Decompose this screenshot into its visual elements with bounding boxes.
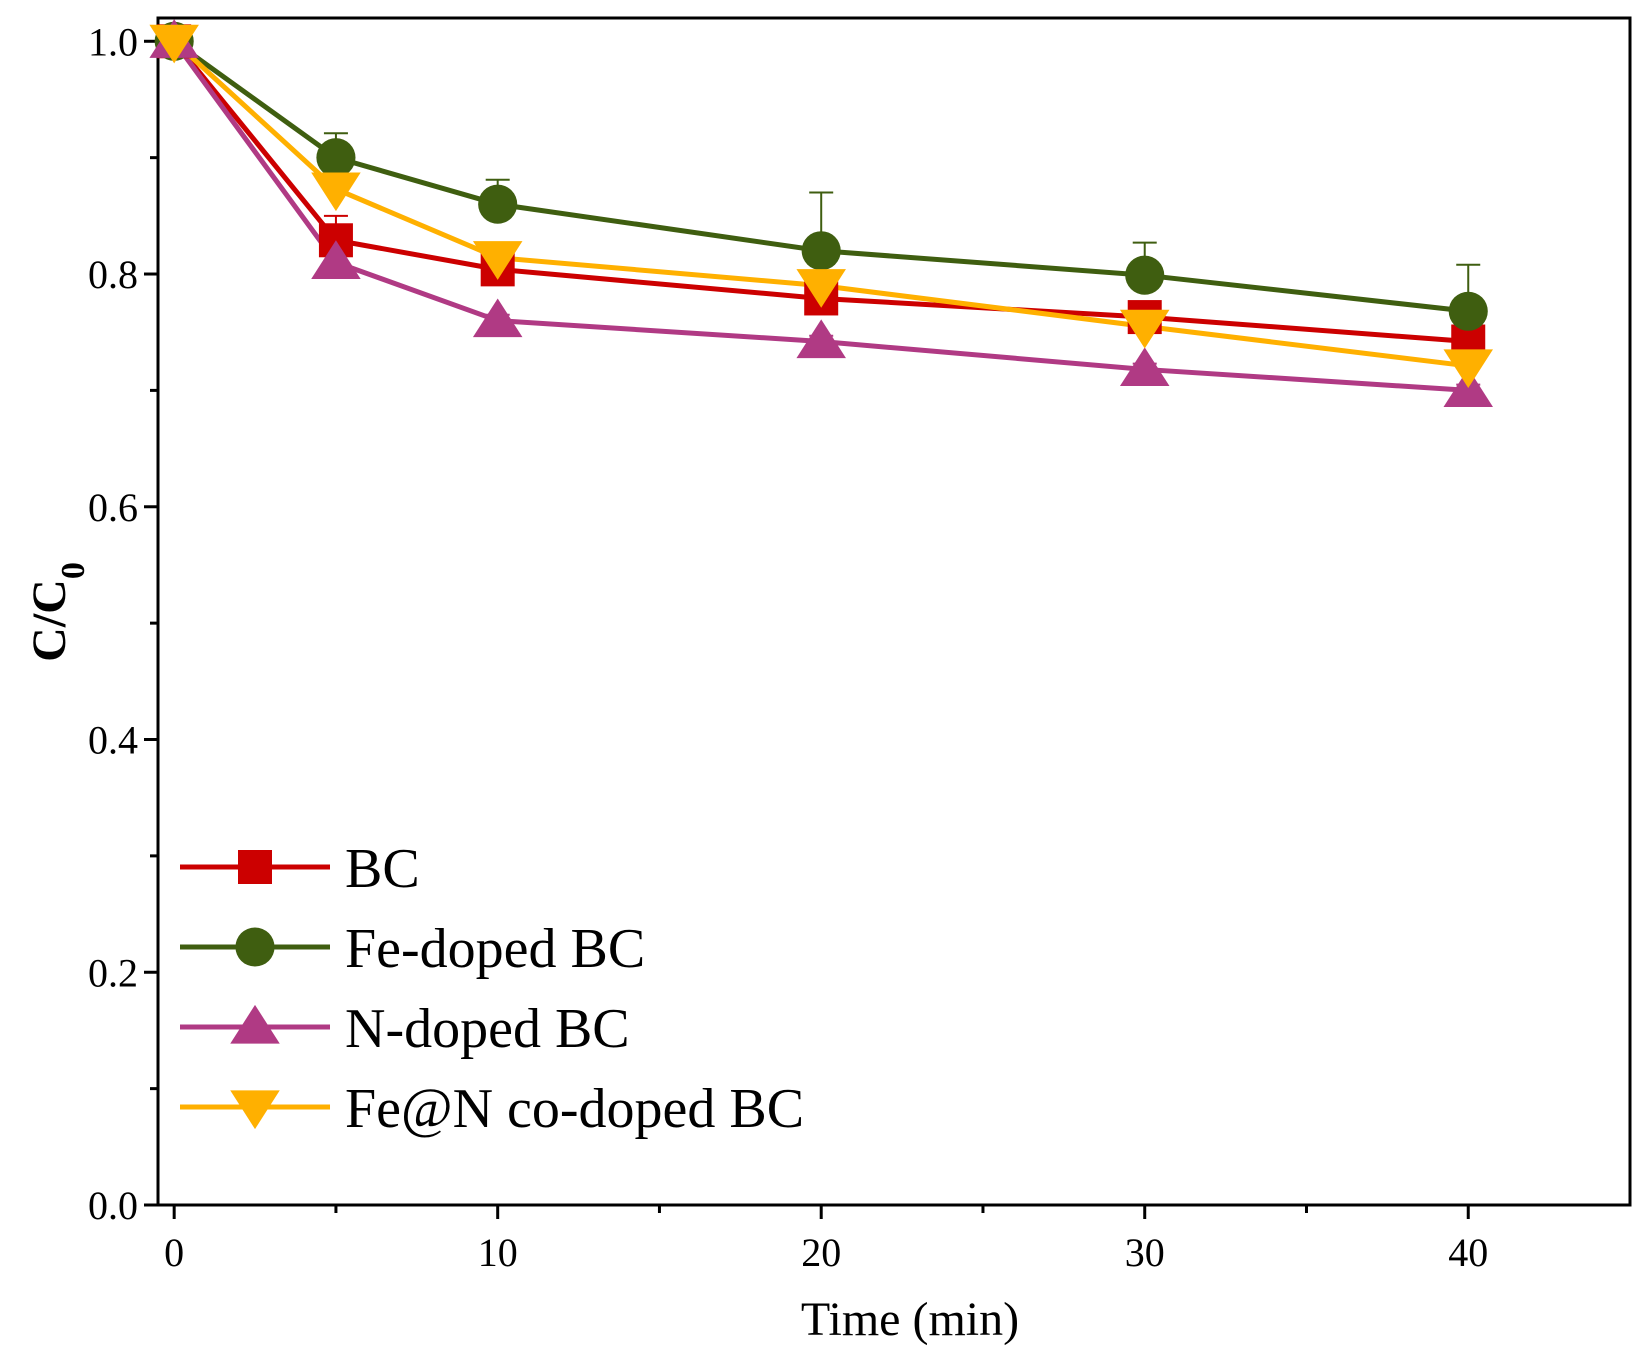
data-point: [801, 231, 841, 271]
data-point: [1125, 255, 1165, 295]
series-3: [172, 39, 1481, 369]
y-tick-label: 0.0: [88, 1183, 138, 1228]
y-tick-label: 0.8: [88, 252, 138, 297]
x-tick-label: 10: [478, 1230, 518, 1275]
legend-item: Fe-doped BC: [180, 918, 645, 980]
y-tick-label: 0.2: [88, 950, 138, 995]
data-point: [311, 172, 361, 212]
x-tick-label: 20: [801, 1230, 841, 1275]
legend-marker: [235, 927, 275, 967]
x-tick-label: 30: [1125, 1230, 1165, 1275]
data-point: [311, 240, 361, 279]
series-3-markers: [149, 24, 1493, 389]
y-axis-title-main: C/C: [23, 579, 76, 662]
legend-item: N-doped BC: [180, 998, 630, 1060]
data-point: [1119, 309, 1170, 349]
series-2-markers: [149, 19, 1493, 407]
legend-label: Fe-doped BC: [345, 918, 645, 980]
data-point: [472, 241, 523, 280]
legend-item: BC: [180, 838, 420, 900]
data-point: [316, 138, 356, 178]
legend-marker: [230, 1090, 280, 1130]
data-point: [796, 319, 846, 359]
series-line: [172, 39, 1469, 345]
legend-marker: [238, 850, 272, 884]
legend-item: Fe@N co-doped BC: [180, 1078, 804, 1140]
data-point: [149, 24, 199, 64]
data-point: [796, 269, 846, 308]
y-axis-title: C/C0: [23, 562, 92, 662]
plot-frame: [156, 16, 1632, 1207]
data-point: [1448, 291, 1488, 331]
y-tick-label: 1.0: [88, 19, 138, 64]
y-axis-title-subscript: 0: [55, 562, 92, 579]
legend-marker: [230, 1004, 280, 1044]
x-tick-label: 0: [164, 1230, 184, 1275]
y-tick-label: 0.4: [88, 718, 138, 763]
data-point: [478, 184, 518, 224]
series-line: [172, 39, 1469, 369]
legend-label: Fe@N co-doped BC: [345, 1078, 804, 1140]
series-layer: [149, 19, 1493, 407]
data-point: [1443, 349, 1493, 389]
axis-ticks: 0 10 20 30 40 0.0 0.2 0.4 0.6 0.8 1.0: [88, 19, 1488, 1275]
data-point: [472, 298, 523, 338]
legend: BC Fe-doped BC N-doped BC Fe@N co-doped BC: [180, 838, 804, 1140]
x-tick-label: 40: [1448, 1230, 1488, 1275]
legend-label: BC: [345, 838, 420, 900]
series-0-markers: [157, 24, 1486, 359]
legend-label: N-doped BC: [345, 998, 630, 1060]
series-line: [172, 39, 1469, 314]
data-point: [1119, 347, 1170, 387]
y-tick-label: 0.6: [88, 485, 138, 530]
series-line: [172, 39, 1469, 393]
x-axis-title: Time (min): [801, 1293, 1019, 1346]
